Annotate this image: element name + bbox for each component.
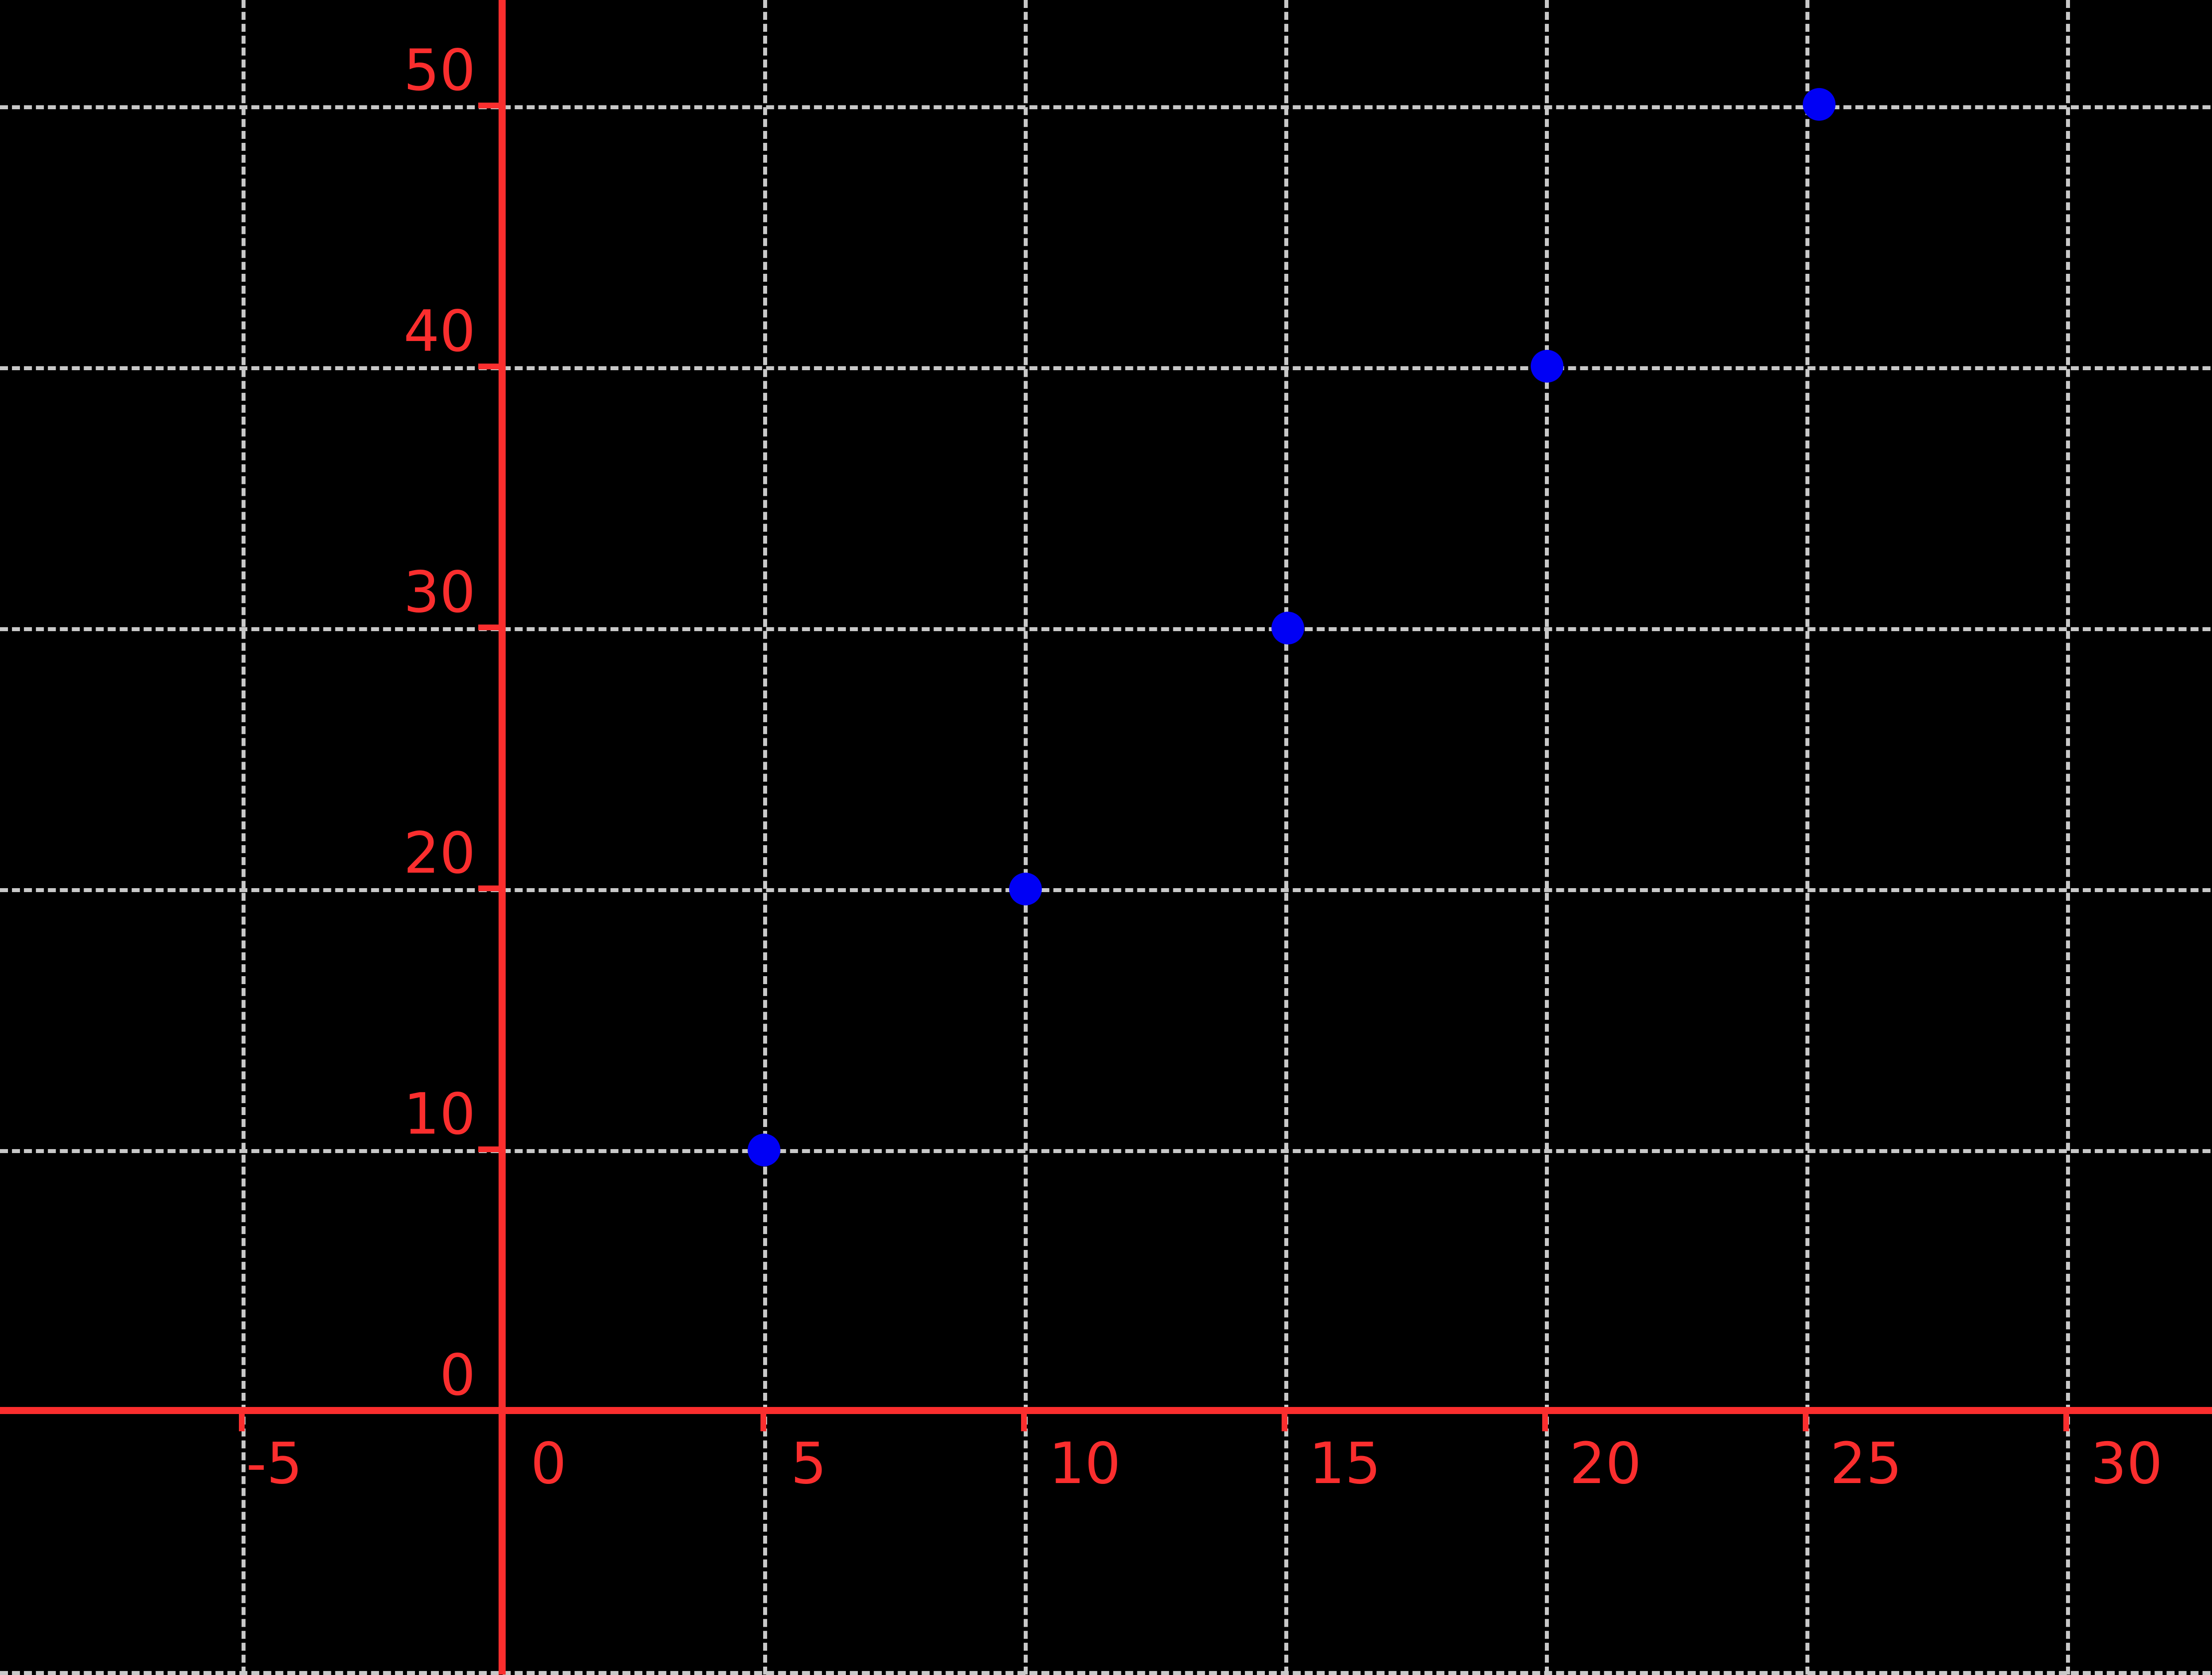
- gridline-horizontal: [0, 627, 2212, 631]
- y-axis-tick: [478, 364, 499, 369]
- x-axis-tick-label-20: 20: [1569, 1431, 1642, 1497]
- x-axis-line: [0, 1407, 2212, 1414]
- x-axis-tick: [760, 1411, 766, 1431]
- y-axis-tick-label-10: 10: [403, 1081, 476, 1147]
- y-axis-tick-label-50: 50: [403, 38, 476, 103]
- data-point[interactable]: [748, 1134, 780, 1166]
- x-axis-tick: [2063, 1411, 2069, 1431]
- x-axis-tick-label-0: 0: [530, 1431, 567, 1497]
- y-axis-tick-label-20: 20: [403, 820, 476, 886]
- gridline-horizontal: [0, 366, 2212, 370]
- data-point[interactable]: [1009, 873, 1042, 905]
- y-axis-tick: [478, 885, 499, 891]
- x-axis-tick-label-25: 25: [1830, 1431, 1902, 1497]
- gridline-horizontal: [0, 888, 2212, 892]
- y-axis-tick: [478, 1146, 499, 1152]
- gridline-horizontal: [0, 1149, 2212, 1153]
- x-axis-tick: [1021, 1411, 1027, 1431]
- y-axis-tick-label-0: 0: [439, 1342, 476, 1408]
- y-axis-tick-label-30: 30: [403, 560, 476, 625]
- data-point[interactable]: [1271, 612, 1304, 644]
- x-axis-tick: [1803, 1411, 1809, 1431]
- data-point[interactable]: [1803, 88, 1836, 121]
- x-axis-tick-label-30: 30: [2090, 1431, 2163, 1497]
- x-axis-tick-label-15: 15: [1309, 1431, 1381, 1497]
- x-axis-tick-label-5: 5: [791, 1431, 827, 1497]
- y-axis-tick: [478, 625, 499, 630]
- x-axis-tick-label-10: 10: [1048, 1431, 1121, 1497]
- x-axis-tick: [239, 1411, 245, 1431]
- x-axis-tick: [1542, 1411, 1548, 1431]
- x-axis-tick-label-minus-5: -5: [246, 1431, 303, 1497]
- y-axis-line: [499, 0, 506, 1675]
- y-axis-tick-label-40: 40: [403, 299, 476, 364]
- y-axis-tick: [478, 103, 499, 108]
- gridline-horizontal: [0, 105, 2212, 109]
- data-point[interactable]: [1531, 350, 1563, 383]
- x-axis-tick: [1282, 1411, 1287, 1431]
